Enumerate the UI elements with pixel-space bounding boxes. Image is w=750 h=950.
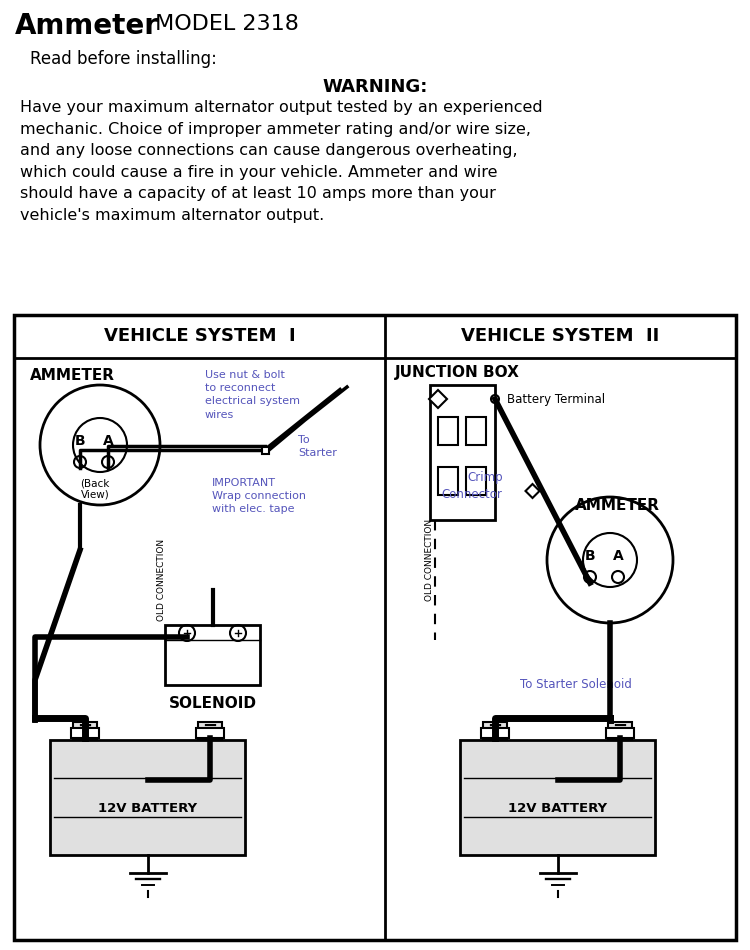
Bar (73, 722, 97, 740)
Text: VEHICLE SYSTEM  II: VEHICLE SYSTEM II (461, 327, 660, 345)
Bar (438, 467, 458, 495)
Text: SOLENOID: SOLENOID (169, 695, 256, 711)
Text: Use nut & bolt
to reconnect
electrical system
wires: Use nut & bolt to reconnect electrical s… (205, 370, 300, 420)
Bar (262, 446, 268, 453)
Text: −: − (202, 717, 217, 735)
Text: Read before installing:: Read before installing: (30, 50, 217, 68)
Text: (Back
View): (Back View) (80, 478, 110, 500)
Text: Ammeter: Ammeter (15, 12, 159, 40)
Bar (466, 467, 486, 495)
Bar (483, 722, 507, 740)
Bar (460, 740, 655, 855)
Text: OLD CONNECTION: OLD CONNECTION (424, 519, 433, 601)
Text: 12V BATTERY: 12V BATTERY (508, 803, 607, 815)
Text: MODEL 2318: MODEL 2318 (148, 14, 298, 34)
Text: OLD CONNECTION: OLD CONNECTION (158, 539, 166, 621)
Text: Crimp
Connector: Crimp Connector (442, 471, 503, 501)
Bar (198, 722, 222, 740)
Text: Have your maximum alternator output tested by an experienced
mechanic. Choice of: Have your maximum alternator output test… (20, 100, 542, 223)
Text: To
Starter: To Starter (298, 435, 337, 458)
Bar (196, 728, 224, 738)
Text: Battery Terminal: Battery Terminal (507, 392, 605, 406)
Circle shape (491, 395, 499, 403)
Bar (608, 722, 632, 740)
Bar (14, 315, 736, 940)
Polygon shape (429, 390, 447, 408)
Text: A: A (613, 549, 623, 563)
Bar (466, 417, 486, 445)
Text: −: − (613, 717, 628, 735)
Text: +: + (488, 717, 502, 735)
Text: VEHICLE SYSTEM  I: VEHICLE SYSTEM I (104, 327, 296, 345)
Text: AMMETER: AMMETER (30, 368, 115, 383)
Text: B: B (585, 549, 596, 563)
Polygon shape (526, 484, 539, 498)
Bar (165, 625, 260, 685)
Text: B: B (75, 434, 86, 448)
Bar (71, 728, 99, 738)
Bar (438, 417, 458, 445)
Text: A: A (103, 434, 113, 448)
Text: JUNCTION BOX: JUNCTION BOX (395, 365, 520, 380)
Bar (606, 728, 634, 738)
Text: 12V BATTERY: 12V BATTERY (98, 803, 197, 815)
Text: +: + (77, 717, 92, 735)
Text: IMPORTANT
Wrap connection
with elec. tape: IMPORTANT Wrap connection with elec. tap… (212, 478, 306, 514)
Text: WARNING:: WARNING: (322, 78, 428, 96)
Text: To Starter Solenoid: To Starter Solenoid (520, 678, 632, 691)
Bar (430, 385, 495, 520)
Text: AMMETER: AMMETER (575, 498, 660, 513)
Bar (50, 740, 245, 855)
Bar (481, 728, 509, 738)
